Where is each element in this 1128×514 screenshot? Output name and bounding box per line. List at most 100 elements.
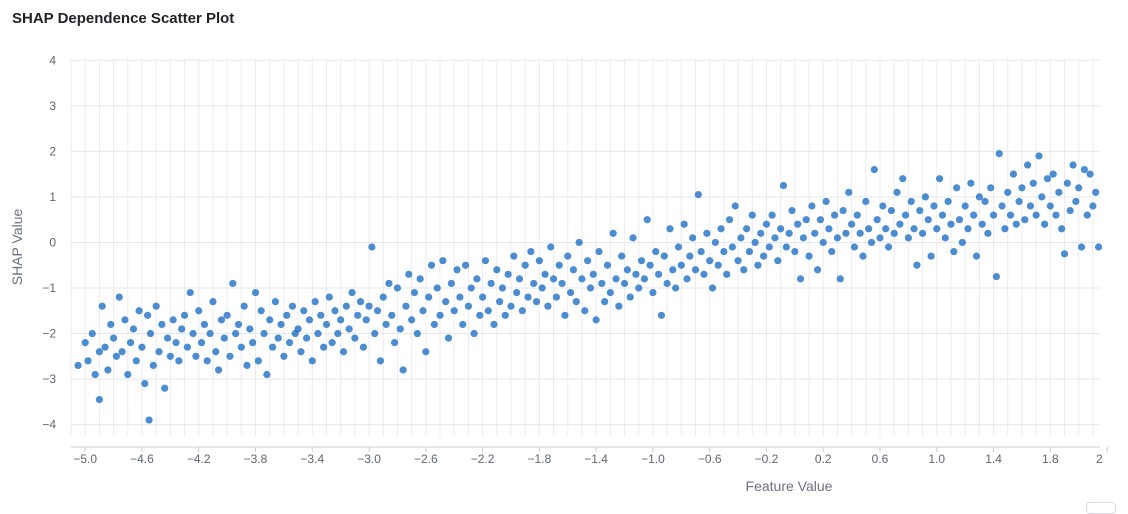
scatter-point bbox=[1092, 188, 1100, 196]
scatter-point bbox=[899, 175, 907, 183]
scatter-point bbox=[1021, 216, 1029, 224]
scatter-point bbox=[498, 284, 507, 292]
scatter-point bbox=[686, 252, 694, 260]
scatter-point bbox=[1032, 211, 1040, 219]
scatter-point bbox=[561, 311, 569, 319]
scatter-point bbox=[757, 229, 765, 237]
scatter-point bbox=[882, 225, 890, 233]
grid-lines bbox=[70, 58, 1100, 448]
scatter-point bbox=[989, 211, 998, 219]
scatter-point bbox=[825, 225, 833, 233]
scatter-point bbox=[95, 395, 103, 404]
scatter-point bbox=[947, 220, 955, 228]
scatter-point bbox=[734, 257, 742, 265]
scatter-point bbox=[444, 334, 453, 342]
scatter-point bbox=[112, 352, 121, 360]
scatter-point bbox=[879, 202, 887, 210]
scatter-point bbox=[232, 329, 240, 338]
scatter-point bbox=[782, 243, 790, 251]
scatter-point bbox=[794, 220, 802, 228]
scatter-point bbox=[192, 352, 200, 360]
scatter-point bbox=[612, 275, 620, 283]
scatter-point bbox=[632, 270, 640, 278]
scatter-point bbox=[362, 316, 370, 324]
scatter-point bbox=[220, 334, 228, 342]
scatter-point bbox=[215, 366, 223, 374]
scatter-point bbox=[643, 216, 651, 224]
scatter-point bbox=[1006, 211, 1015, 219]
scatter-point bbox=[135, 307, 143, 315]
scatter-point bbox=[311, 298, 319, 306]
scatter-point bbox=[618, 252, 626, 260]
y-tick-label: 1 bbox=[49, 190, 56, 204]
scatter-point bbox=[240, 302, 248, 310]
scatter-point bbox=[266, 316, 274, 324]
x-tick-label: 0.6 bbox=[872, 452, 889, 466]
scatter-point bbox=[916, 206, 924, 215]
scatter-point bbox=[337, 316, 345, 324]
scatter-point bbox=[427, 261, 436, 269]
scatter-point bbox=[944, 197, 952, 206]
scatter-point bbox=[501, 311, 509, 319]
scatter-point bbox=[816, 216, 824, 224]
scatter-point bbox=[373, 307, 382, 315]
x-tick-label: −0.2 bbox=[755, 452, 779, 466]
scatter-point bbox=[569, 266, 578, 274]
scatter-point bbox=[961, 202, 969, 210]
scatter-point bbox=[904, 234, 912, 242]
scatter-point bbox=[890, 229, 898, 237]
scatter-point bbox=[584, 257, 592, 265]
scatter-point bbox=[771, 234, 779, 242]
scatter-point bbox=[334, 329, 342, 338]
chart-title: SHAP Dependence Scatter Plot bbox=[12, 10, 235, 27]
scatter-point bbox=[484, 307, 492, 315]
scatter-point bbox=[723, 270, 731, 278]
scatter-point bbox=[274, 334, 282, 342]
data-points bbox=[74, 150, 1103, 424]
scatter-point bbox=[924, 216, 932, 224]
scatter-point bbox=[972, 252, 981, 260]
scatter-point bbox=[308, 357, 316, 365]
scatter-point bbox=[226, 352, 234, 360]
scatter-point bbox=[575, 238, 583, 247]
scatter-point bbox=[368, 243, 376, 251]
scatter-point bbox=[425, 293, 433, 301]
scatter-point bbox=[359, 343, 367, 351]
scatter-point bbox=[141, 380, 149, 388]
scatter-point bbox=[305, 316, 314, 324]
scatter-point bbox=[544, 302, 552, 310]
scatter-point bbox=[921, 193, 930, 201]
scatter-point bbox=[1018, 184, 1026, 192]
x-tick-label: 2 bbox=[1096, 452, 1103, 466]
scatter-point bbox=[442, 298, 450, 306]
scatter-point bbox=[257, 307, 265, 315]
scatter-point bbox=[320, 343, 328, 351]
scatter-point bbox=[941, 234, 949, 242]
scatter-point bbox=[777, 225, 785, 233]
scatter-point bbox=[325, 293, 333, 301]
scatter-point bbox=[1083, 211, 1091, 219]
scatter-point bbox=[1024, 161, 1032, 169]
scatter-point bbox=[652, 247, 660, 256]
scatter-point bbox=[249, 339, 257, 347]
scatter-point bbox=[958, 238, 966, 247]
scatter-point bbox=[1004, 188, 1012, 196]
scatter-point bbox=[351, 334, 359, 342]
scatter-point bbox=[81, 339, 89, 347]
scatter-point bbox=[742, 225, 751, 233]
scatter-point bbox=[200, 320, 209, 329]
scatter-point bbox=[748, 211, 756, 219]
scatter-point bbox=[538, 284, 546, 292]
scatter-point bbox=[697, 247, 705, 256]
scatter-point bbox=[1015, 197, 1023, 206]
scatter-point bbox=[84, 357, 92, 365]
scatter-point bbox=[246, 325, 254, 333]
scatter-point bbox=[740, 266, 748, 274]
scatter-point bbox=[674, 243, 683, 251]
scatter-point bbox=[981, 197, 989, 206]
scatter-point bbox=[1075, 184, 1083, 192]
scatter-point bbox=[422, 348, 430, 356]
scatter-point bbox=[666, 225, 674, 233]
scatter-point bbox=[115, 293, 123, 301]
scatter-point bbox=[479, 293, 487, 301]
